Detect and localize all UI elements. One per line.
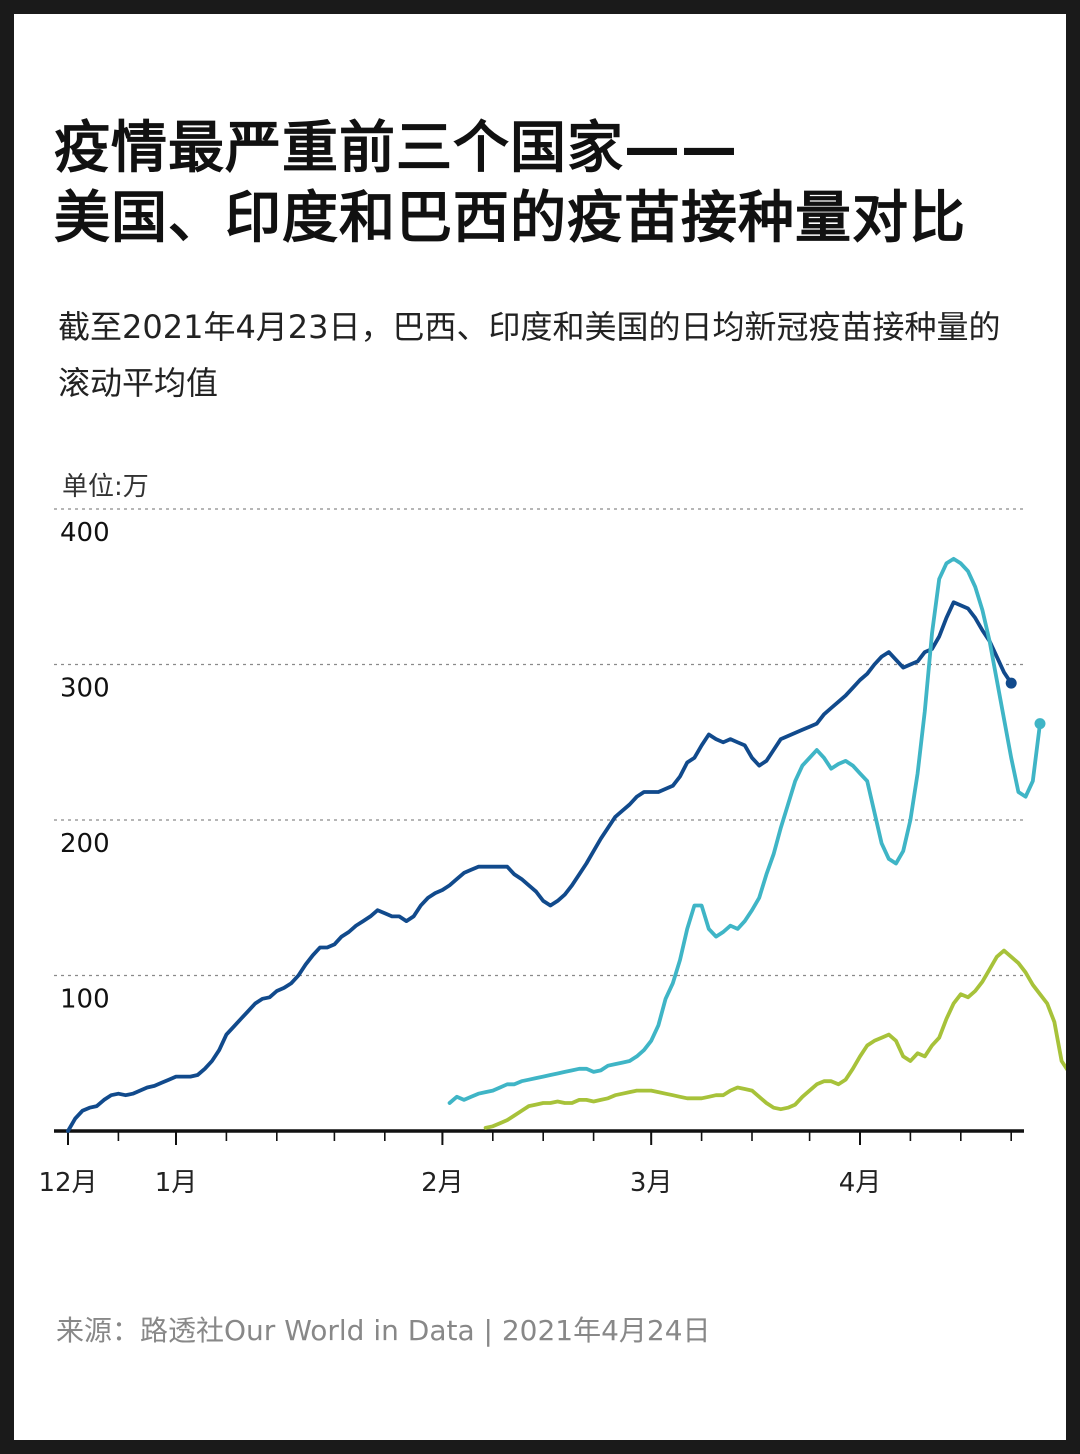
y-tick-label-300: 300 (60, 674, 110, 704)
x-tick-label-2: 2月 (421, 1168, 464, 1198)
unit-label: 单位:万 (62, 472, 149, 502)
title-line-1: 疫情最严重前三个国家—— (54, 116, 738, 181)
x-tick-label-3: 3月 (630, 1168, 673, 1198)
chart-card: 疫情最严重前三个国家—— 美国、印度和巴西的疫苗接种量对比 截至2021年4月2… (14, 14, 1066, 1440)
y-tick-label-400: 400 (60, 518, 110, 548)
chart-subtitle: 截至2021年4月23日，巴西、印度和美国的日均新冠疫苗接种量的滚动平均值 (58, 308, 1001, 402)
title-line-2: 美国、印度和巴西的疫苗接种量对比 (54, 186, 966, 251)
series-line-0 (66, 600, 1014, 1133)
line-chart: 100 200 300 400 12月 1月 2月 3月 4月 (38, 508, 1066, 1198)
x-tick-label-0: 12月 (38, 1168, 97, 1198)
y-tick-label-200: 200 (60, 829, 110, 859)
series-end-marker-0 (1005, 677, 1017, 689)
series-line-1 (447, 556, 1042, 1105)
series-line-2 (483, 948, 1066, 1130)
y-tick-label-100: 100 (60, 985, 110, 1015)
source-note: 来源：路透社Our World in Data | 2021年4月24日 (56, 1314, 711, 1347)
x-tick-label-4: 4月 (839, 1168, 882, 1198)
series-end-marker-1 (1034, 718, 1046, 730)
chart-title: 疫情最严重前三个国家—— 美国、印度和巴西的疫苗接种量对比 (54, 114, 966, 254)
x-tick-label-1: 1月 (155, 1168, 198, 1198)
